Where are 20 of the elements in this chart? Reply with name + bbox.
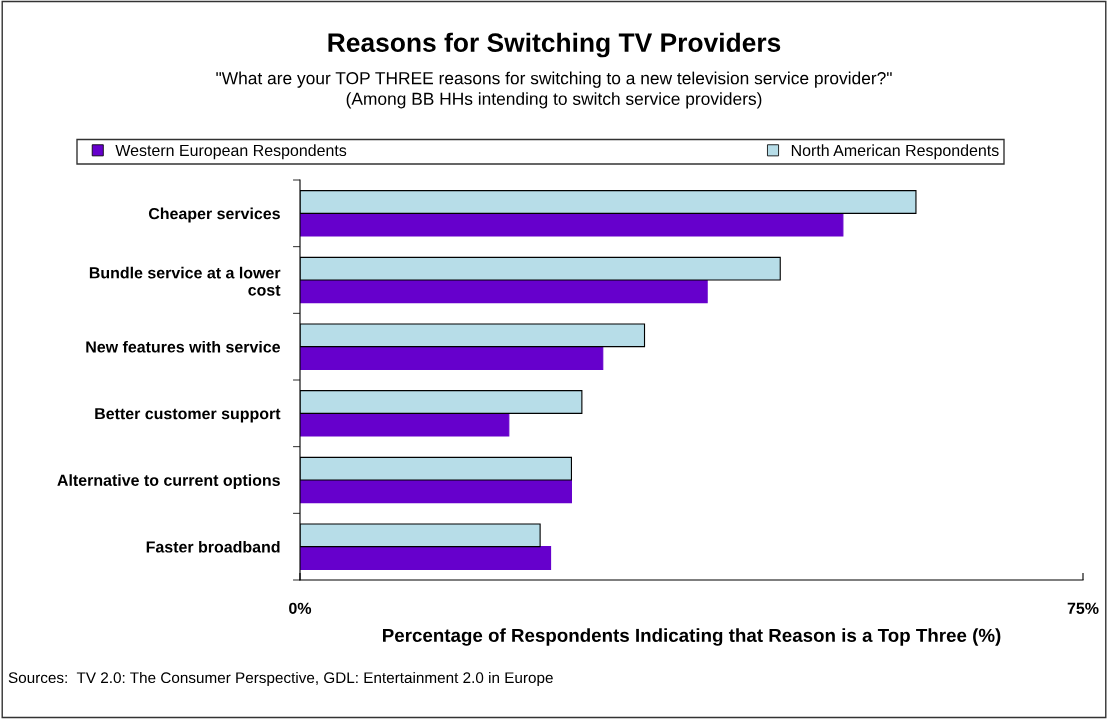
x-axis-title: Percentage of Respondents Indicating that Reason is a Top Three (%) (383, 628, 1001, 646)
y-tick-label: New features with service (86, 340, 281, 353)
y-tick-label: Faster broadband (146, 540, 280, 553)
bar (300, 412, 510, 437)
bar (300, 346, 604, 370)
y-tick-label: Bundle service at a lower cost (89, 266, 281, 296)
bar (300, 279, 708, 304)
legend-label: Western European Respondents (115, 144, 347, 160)
legend-label: North American Respondents (791, 144, 999, 160)
x-tick-label: 0% (289, 602, 312, 614)
source-note: Sources: TV 2.0: The Consumer Perspective, GDL: Entertainment 2.0 in Europe (8, 671, 553, 687)
y-tick-label: Better customer support (95, 408, 281, 423)
bar (300, 546, 552, 570)
x-tick-label: 75% (1067, 602, 1099, 614)
y-tick-label: Alternative to current options (57, 474, 280, 490)
y-tick-label: Cheaper services (148, 207, 280, 223)
bar (300, 212, 844, 237)
chart-subtitle: "What are your TOP THREE reasons for switching to a new television service provider?" (Among BB HHs intending to switch service providers) (216, 71, 892, 109)
chart-title: Reasons for Switching TV Providers (328, 32, 781, 58)
bar (300, 479, 572, 504)
